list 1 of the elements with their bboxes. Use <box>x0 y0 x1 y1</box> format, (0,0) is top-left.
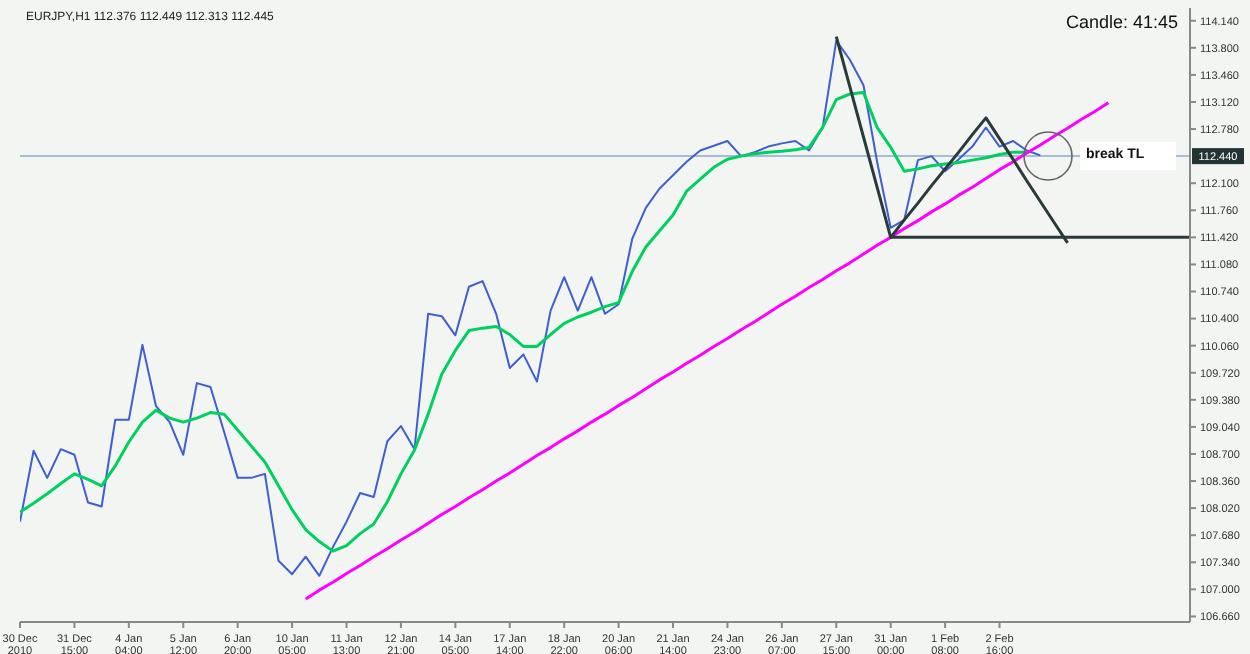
annotation: Candle: 41:45 <box>1065 12 1178 32</box>
